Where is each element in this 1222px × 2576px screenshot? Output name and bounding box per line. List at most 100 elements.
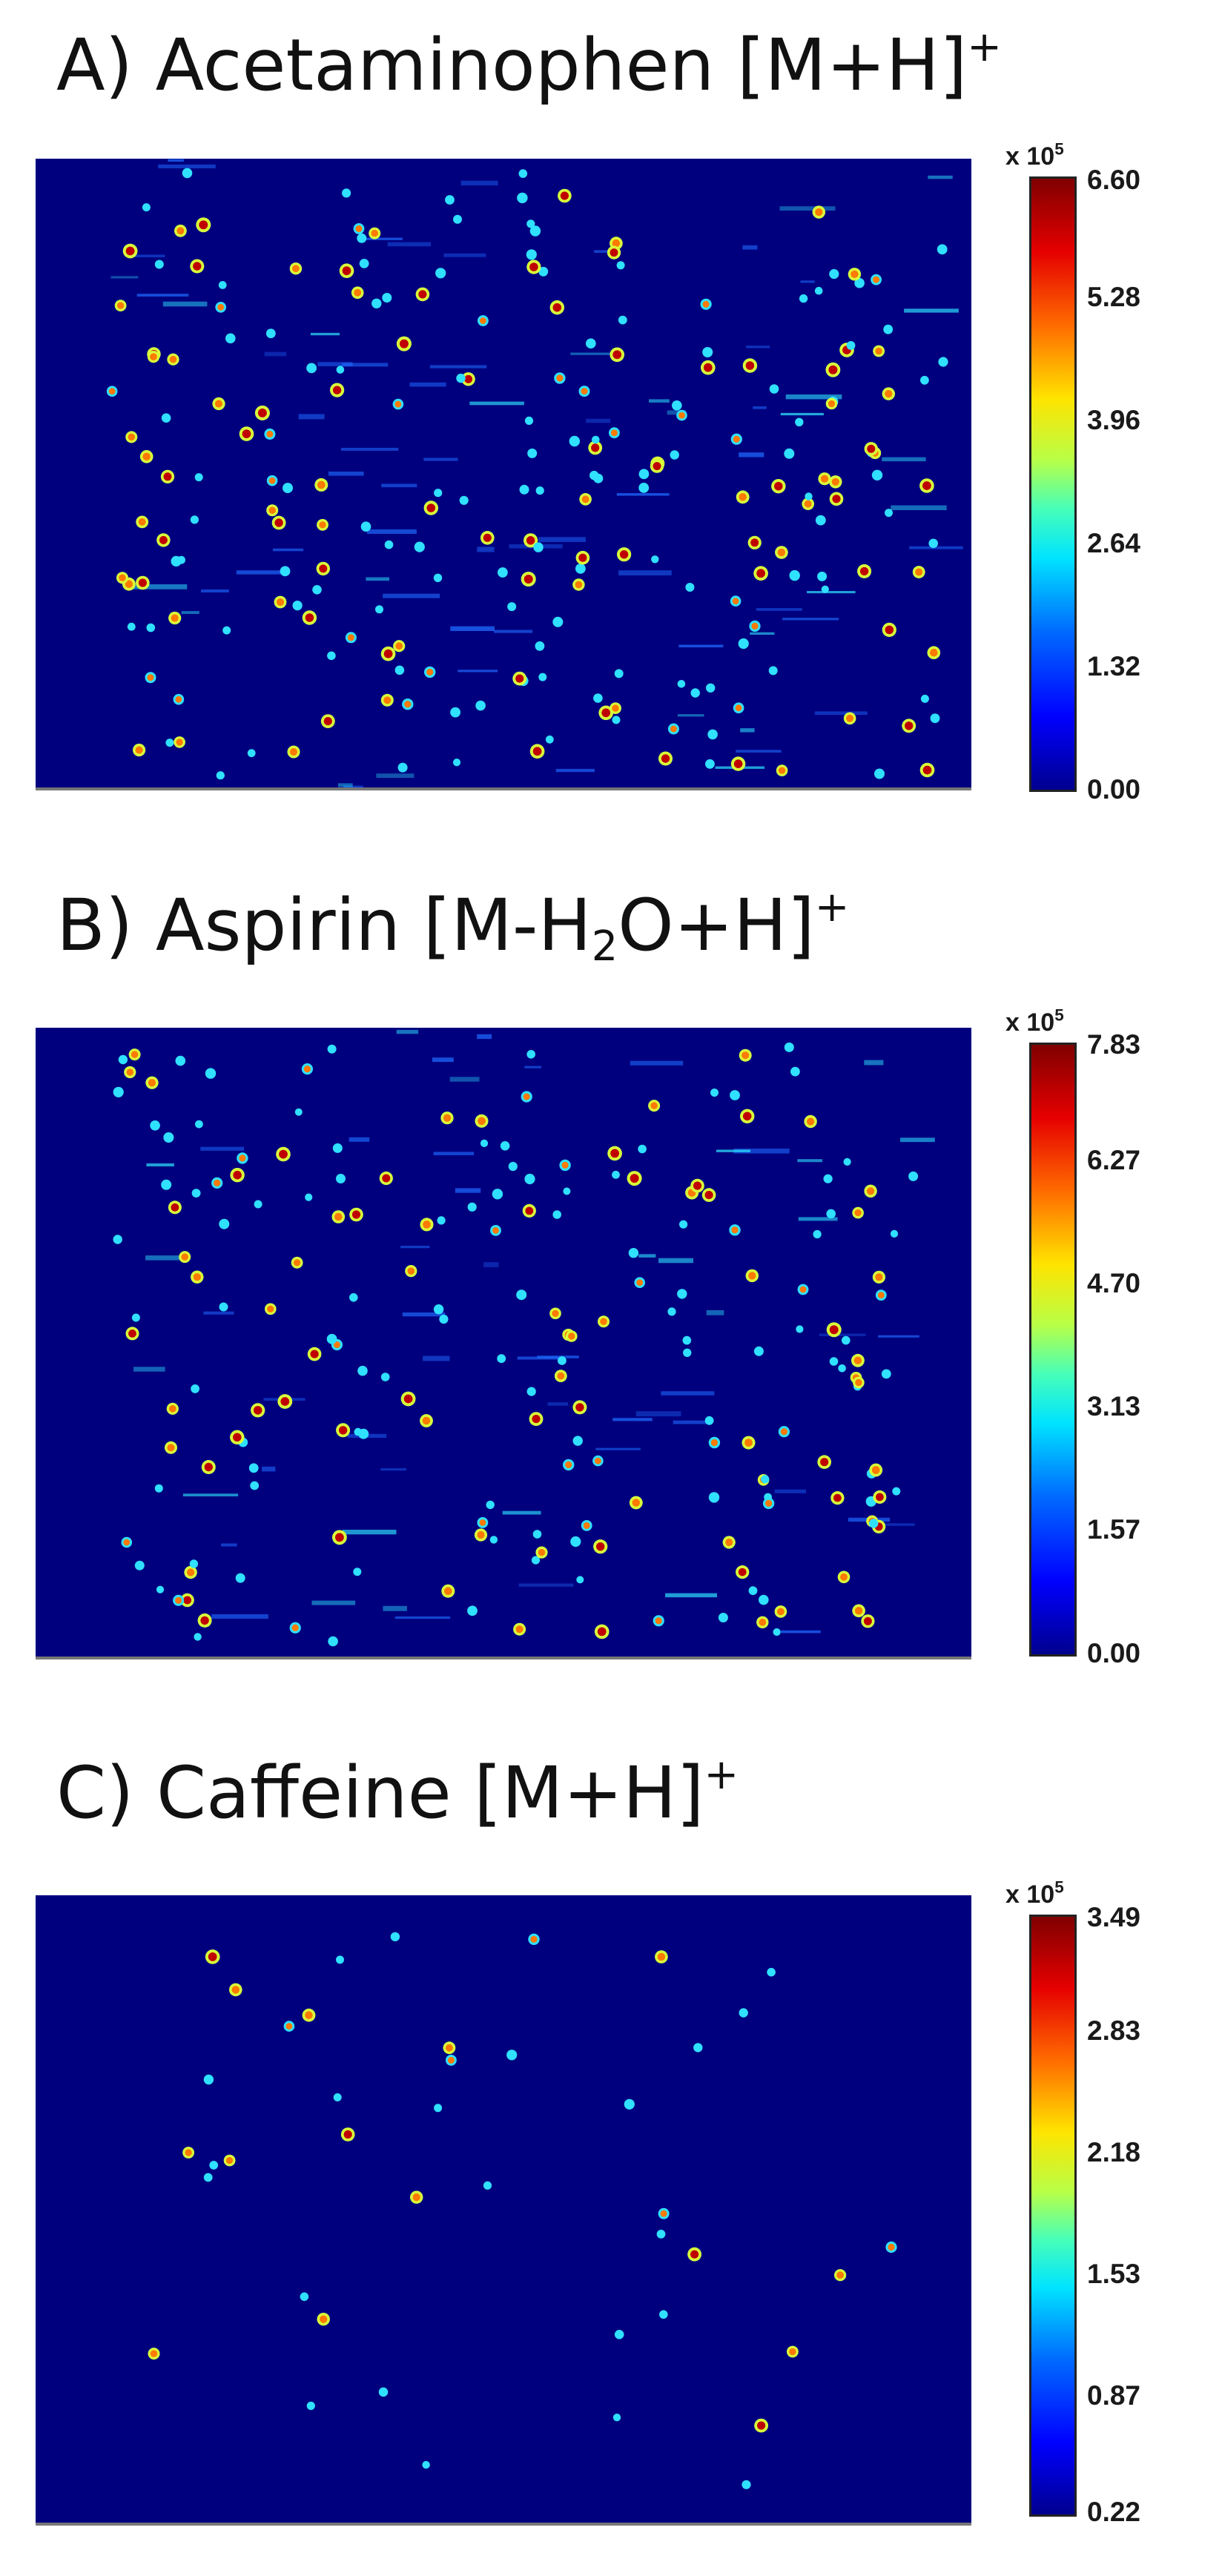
hotspot-core — [690, 2250, 699, 2259]
hotspot — [507, 602, 517, 612]
hotspot-core — [530, 1935, 538, 1943]
hotspot — [342, 188, 351, 198]
hotspot-core — [515, 1625, 524, 1634]
hotspot — [190, 515, 199, 524]
hotspot-streak — [469, 401, 524, 406]
hotspot-streak — [380, 1468, 406, 1471]
hotspot-core — [148, 1079, 156, 1087]
hotspot-core — [678, 412, 685, 419]
hotspot-core — [233, 1433, 242, 1442]
hotspot — [814, 286, 823, 295]
hotspot — [450, 707, 460, 718]
hotspot — [718, 1613, 728, 1622]
hotspot — [131, 1313, 140, 1322]
hotspot — [475, 700, 486, 711]
colorbar-tick: 3.96 — [1087, 405, 1141, 435]
hotspot — [937, 244, 948, 255]
hotspot — [874, 768, 885, 779]
hotspot-core — [738, 1568, 747, 1576]
hotspot-core — [464, 374, 473, 383]
hotspot — [890, 1229, 899, 1238]
hotspot — [938, 357, 948, 367]
hotspot-core — [399, 339, 409, 349]
hotspot-streak — [182, 1493, 239, 1496]
hotspot-streak — [518, 1583, 574, 1587]
hotspot-core — [242, 429, 251, 438]
hotspot-core — [333, 1341, 340, 1348]
panel-title: B) Aspirin [M-H2O+H]+ — [56, 883, 850, 971]
hotspot — [445, 195, 455, 205]
hotspot — [371, 298, 382, 308]
hotspot-core — [131, 1051, 139, 1058]
hotspot-streak — [678, 644, 724, 647]
hotspot-streak — [594, 250, 609, 253]
hotspot — [518, 169, 528, 178]
hotspot-core — [268, 506, 277, 514]
hotspot — [535, 641, 545, 651]
hotspot — [191, 1384, 199, 1393]
hotspot — [205, 1068, 217, 1079]
hotspot-streak — [396, 1029, 419, 1034]
hotspot-streak — [909, 546, 963, 549]
hotspot — [930, 713, 940, 724]
hotspot — [378, 2387, 389, 2397]
hotspot-core — [394, 400, 402, 408]
hotspot — [753, 1346, 764, 1356]
hotspot — [142, 203, 151, 212]
hotspot — [222, 626, 231, 635]
hotspot — [327, 651, 336, 661]
hotspot — [928, 538, 938, 549]
hotspot-streak — [785, 394, 842, 400]
hotspot-streak — [524, 1066, 541, 1069]
hotspot — [535, 486, 544, 495]
hotspot-streak — [618, 570, 672, 575]
hotspot-core — [310, 1350, 319, 1358]
hotspot-core — [885, 389, 893, 398]
hotspot — [489, 1536, 498, 1544]
hotspot-core — [653, 462, 661, 471]
hotspot — [467, 1202, 477, 1212]
hotspot — [526, 219, 535, 228]
hotspot-streak — [328, 472, 364, 476]
hotspot-streak — [343, 1530, 397, 1535]
hotspot-core — [693, 1181, 702, 1190]
hotspot — [305, 1193, 313, 1201]
hotspot-streak — [555, 768, 595, 773]
hotspot-core — [742, 1051, 750, 1060]
hotspot-core — [199, 220, 208, 230]
hotspot-core — [233, 1170, 242, 1180]
colorbar-tick: 1.32 — [1087, 651, 1141, 681]
hotspot-core — [557, 1372, 565, 1380]
hotspot — [815, 515, 826, 526]
hotspot-core — [731, 1226, 739, 1234]
hotspot-streak — [127, 254, 165, 257]
hotspot-core — [231, 1986, 240, 1994]
hotspot — [508, 1161, 518, 1172]
hotspot-core — [774, 481, 783, 491]
hotspot — [920, 375, 929, 385]
hotspot-core — [167, 1444, 175, 1452]
hotspot-core — [532, 747, 542, 756]
hotspot-core — [303, 1066, 311, 1073]
hotspot — [134, 1560, 145, 1571]
hotspot-streak — [638, 1254, 656, 1258]
hotspot — [821, 585, 829, 593]
hotspot-streak — [367, 529, 417, 534]
hotspot-streak — [477, 546, 495, 552]
hotspot-streak — [891, 505, 947, 510]
hotspot-core — [305, 613, 314, 622]
hotspot-streak — [869, 1523, 915, 1526]
hotspot-core — [789, 2348, 796, 2356]
hotspot — [829, 1357, 839, 1366]
hotspot — [670, 450, 679, 460]
hotspot — [394, 665, 405, 676]
hotspot — [219, 1302, 228, 1312]
hotspot — [616, 261, 625, 270]
hotspot — [843, 1157, 851, 1166]
hotspot-core — [583, 1522, 590, 1529]
hotspot — [349, 1293, 358, 1302]
colorbar-tick: 3.49 — [1087, 1902, 1141, 1932]
hotspot-core — [257, 408, 267, 417]
colorbar-tick: 0.87 — [1087, 2380, 1141, 2411]
hotspot-core — [725, 1538, 733, 1547]
